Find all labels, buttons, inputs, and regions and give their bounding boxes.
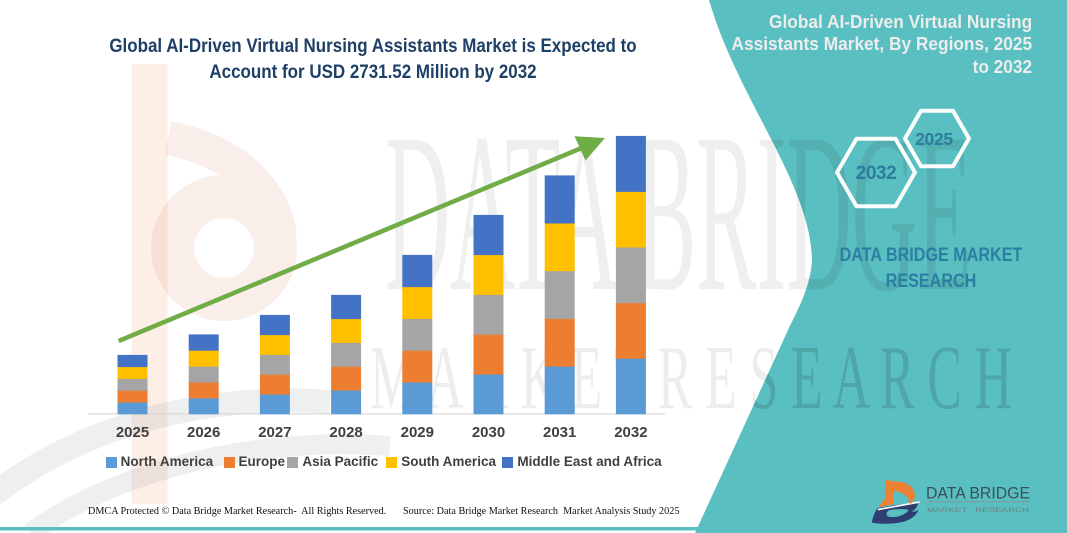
svg-text:DATA BRIDGE: DATA BRIDGE xyxy=(926,484,1030,503)
svg-text:MARKET RESEARCH: MARKET RESEARCH xyxy=(927,507,1029,514)
svg-text:2025: 2025 xyxy=(915,129,953,149)
svg-text:2032: 2032 xyxy=(856,163,897,184)
